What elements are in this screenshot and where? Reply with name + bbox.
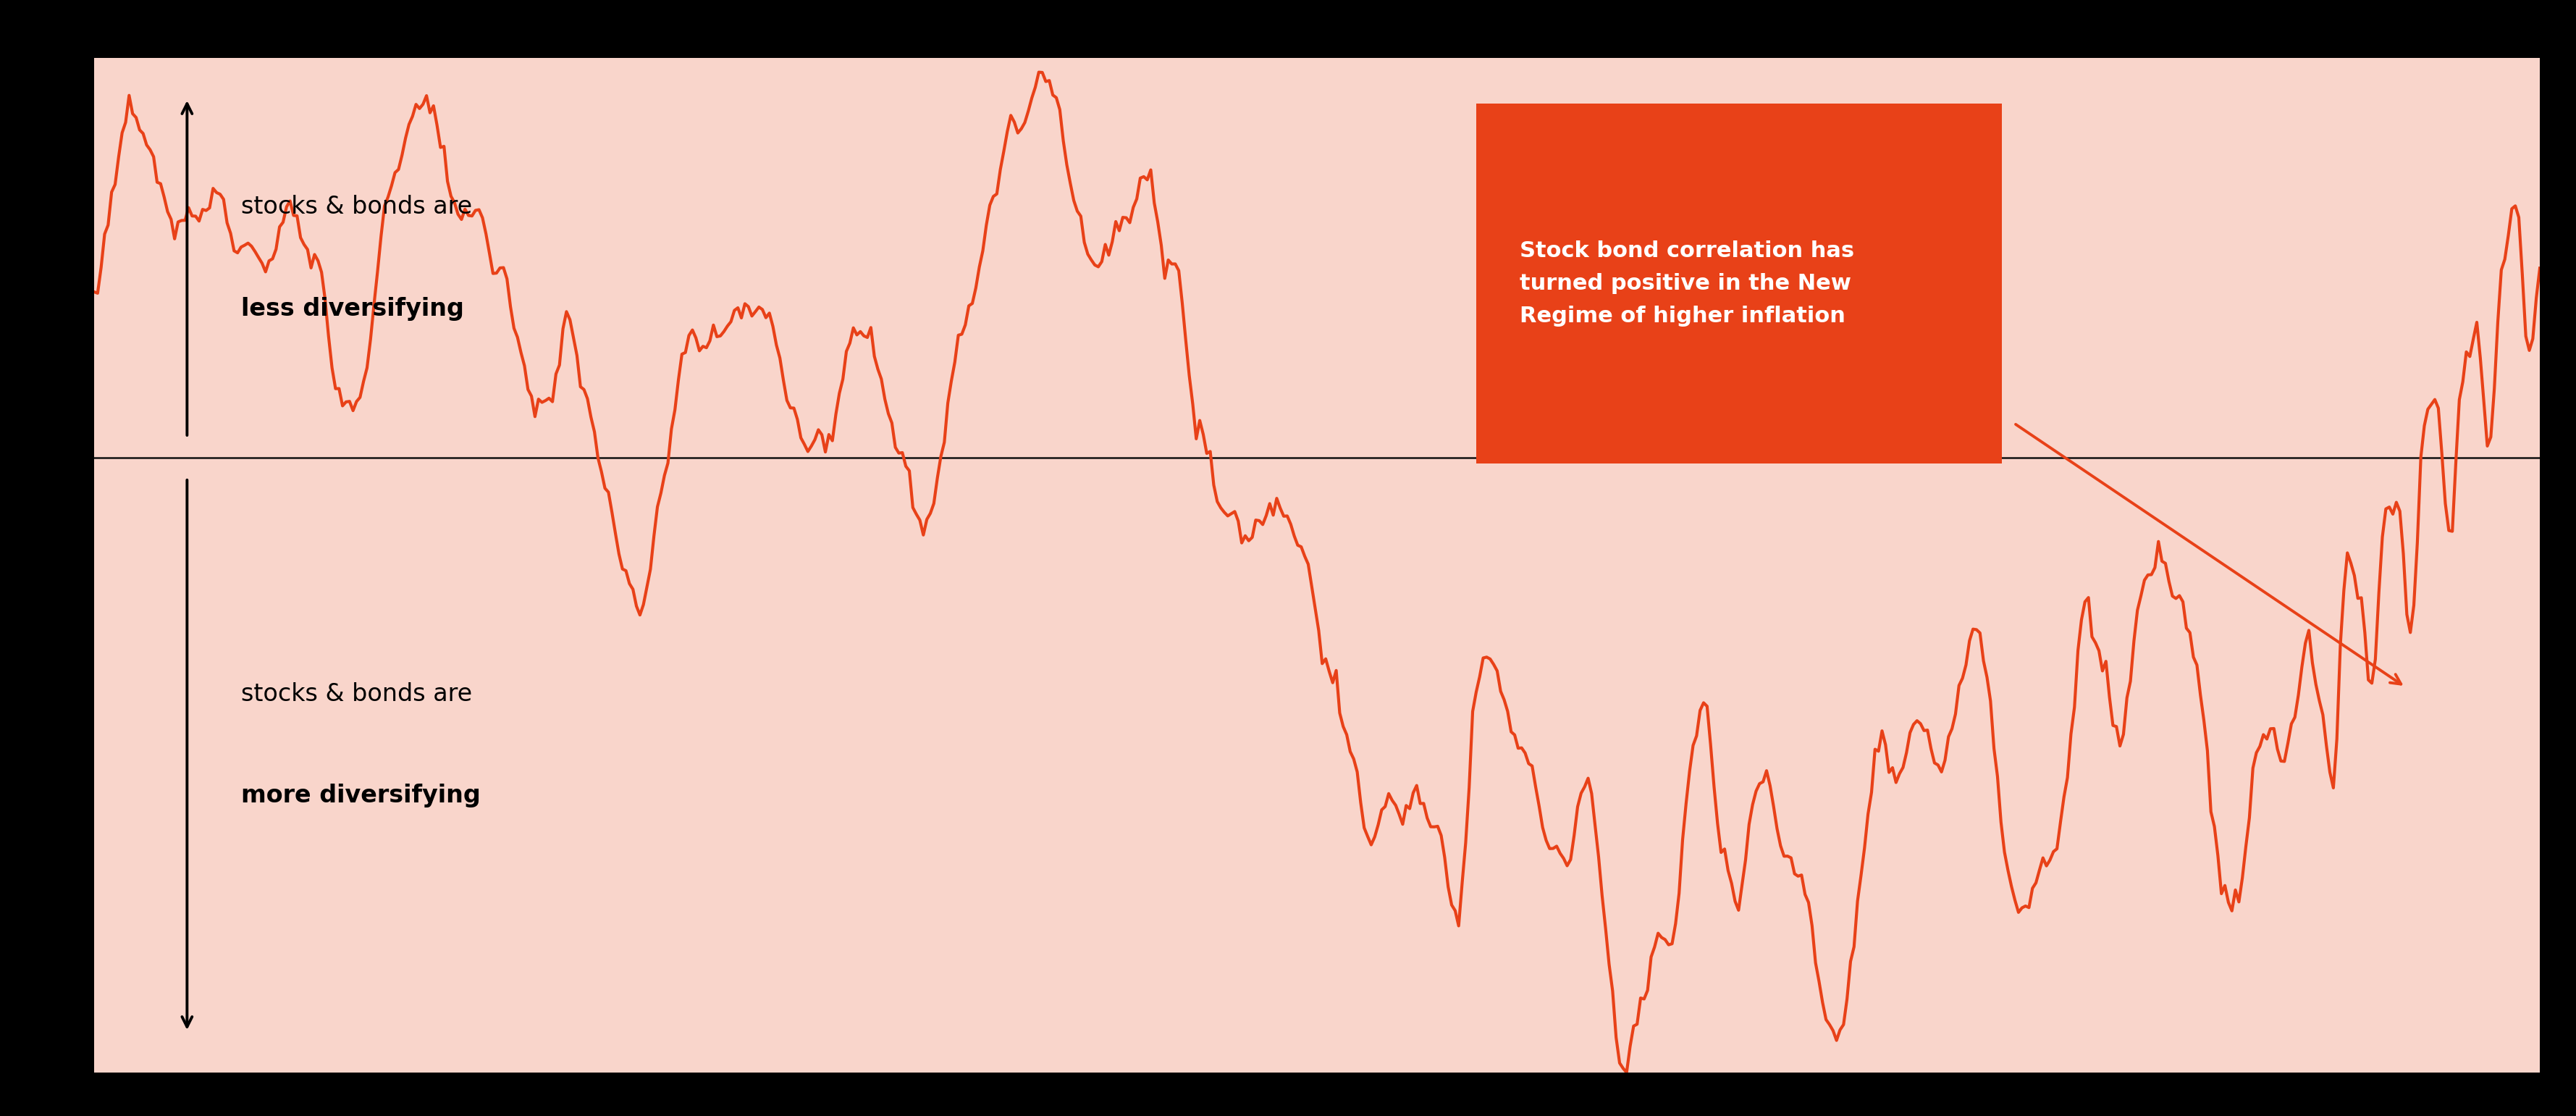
Text: stocks & bonds are: stocks & bonds are [242,195,471,219]
FancyBboxPatch shape [1476,104,2002,464]
Text: more diversifying: more diversifying [242,783,479,808]
Text: less diversifying: less diversifying [242,297,464,320]
Text: stocks & bonds are: stocks & bonds are [242,682,471,706]
Text: Stock bond correlation has
turned positive in the New
Regime of higher inflation: Stock bond correlation has turned positi… [1520,241,1855,327]
